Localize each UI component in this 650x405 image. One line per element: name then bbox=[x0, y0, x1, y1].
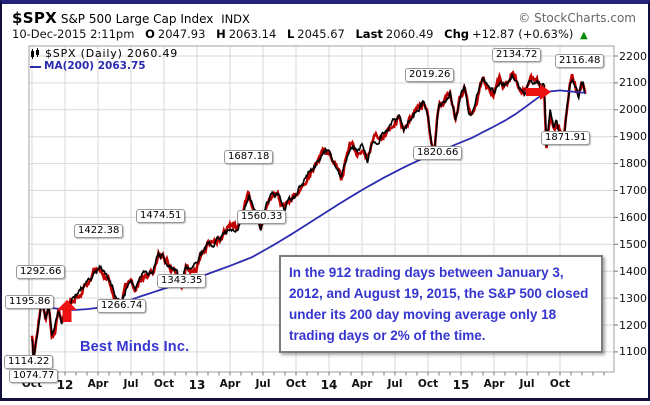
y-axis-label: 1500 bbox=[619, 237, 647, 251]
last-label: Last bbox=[355, 27, 383, 41]
quote-datetime: 10-Dec-2015 2:11pm bbox=[12, 27, 135, 41]
y-axis-label: 1100 bbox=[619, 345, 647, 359]
header-title: $SPX S&P 500 Large Cap Index INDX bbox=[12, 9, 642, 27]
low-value: 2045.67 bbox=[297, 27, 345, 41]
open-value: 2047.93 bbox=[157, 27, 206, 41]
x-axis-month-label: Jul bbox=[123, 378, 139, 390]
sharpchart-icon bbox=[31, 48, 39, 59]
candle-black-layer bbox=[31, 73, 586, 361]
high-value: 2063.14 bbox=[228, 27, 277, 41]
copyright: © StockCharts.com bbox=[518, 11, 636, 25]
axis-ticks bbox=[31, 55, 618, 376]
price-callout-label: 1422.38 bbox=[74, 224, 124, 238]
legend-price-row: $SPX (Daily) 2060.49 bbox=[30, 47, 178, 60]
x-axis-month-label: Oct bbox=[153, 378, 175, 390]
price-callout-label: 1560.33 bbox=[237, 210, 287, 224]
up-arrow-icon bbox=[57, 300, 77, 322]
y-axis-label: 2200 bbox=[619, 49, 647, 63]
y-axis-label: 2100 bbox=[619, 76, 647, 90]
price-callout-label: 1871.91 bbox=[541, 131, 591, 145]
high-label: H bbox=[216, 27, 226, 41]
last-value: 2060.49 bbox=[385, 27, 434, 41]
x-axis-year-label: 13 bbox=[188, 378, 206, 392]
legend-price-label: $SPX (Daily) 2060.49 bbox=[45, 47, 179, 60]
y-axis-label: 1600 bbox=[619, 210, 647, 224]
legend-ma-row: MA(200) 2063.75 bbox=[30, 60, 178, 73]
price-callout-label: 1266.74 bbox=[97, 299, 147, 313]
x-axis-month-label: Oct bbox=[285, 378, 307, 390]
right-arrow-icon bbox=[526, 84, 551, 100]
symbol: $SPX bbox=[12, 9, 57, 27]
x-axis-month-label: Apr bbox=[351, 378, 373, 390]
price-callout-label: 2019.26 bbox=[405, 68, 455, 82]
price-callout-label: 1820.66 bbox=[413, 146, 463, 160]
x-axis-year-label: 15 bbox=[452, 378, 470, 392]
x-axis-month-label: Jul bbox=[255, 378, 271, 390]
x-axis-month-label: Oct bbox=[417, 378, 439, 390]
price-callout-label: 1687.18 bbox=[224, 150, 274, 164]
x-axis-month-label: Apr bbox=[219, 378, 241, 390]
y-axis-label: 2000 bbox=[619, 103, 647, 117]
y-axis-label: 1300 bbox=[619, 291, 647, 305]
y-axis-label: 1200 bbox=[619, 318, 647, 332]
y-axis-label: 1800 bbox=[619, 157, 647, 171]
quote-line: 10-Dec-2015 2:11pm O 2047.93 H 2063.14 L 20… bbox=[12, 27, 588, 41]
x-axis-month-label: Oct bbox=[549, 378, 571, 390]
chg-value: +12.87 (+0.63%) bbox=[472, 27, 574, 41]
ma-line-swatch bbox=[30, 65, 41, 68]
x-axis-month-label: Apr bbox=[87, 378, 109, 390]
chg-label: Chg bbox=[444, 27, 469, 41]
y-axis-label: 1900 bbox=[619, 130, 647, 144]
x-axis-month-label: Jul bbox=[387, 378, 403, 390]
y-axis-label: 1700 bbox=[619, 184, 647, 197]
annotation-note: In the 912 trading days between January … bbox=[279, 255, 603, 353]
watermark-best-minds: Best Minds Inc. bbox=[80, 339, 190, 355]
x-axis-month-label: Jul bbox=[519, 378, 535, 390]
price-callout-label: 1343.35 bbox=[157, 274, 207, 288]
chart-legend: $SPX (Daily) 2060.49 MA(200) 2063.75 bbox=[30, 47, 178, 73]
price-callout-label: 2116.48 bbox=[555, 54, 605, 68]
legend-ma-label: MA(200) 2063.75 bbox=[44, 60, 146, 72]
index-name: S&P 500 Large Cap Index bbox=[60, 12, 214, 26]
price-callout-label: 1074.77 bbox=[9, 369, 59, 383]
open-label: O bbox=[145, 27, 155, 41]
candle-red-layer bbox=[30, 70, 587, 360]
price-callout-label: 1114.22 bbox=[4, 355, 54, 369]
price-callout-label: 1292.66 bbox=[16, 265, 66, 279]
exchange: INDX bbox=[221, 12, 250, 26]
price-callout-label: 1474.51 bbox=[136, 209, 186, 223]
y-axis-label: 1400 bbox=[619, 264, 647, 278]
x-axis-month-label: Apr bbox=[483, 378, 505, 390]
price-callout-label: 1195.86 bbox=[5, 295, 55, 309]
x-axis-year-label: 12 bbox=[56, 378, 74, 392]
change-up-icon: ▲ bbox=[580, 30, 588, 41]
x-axis-year-label: 14 bbox=[320, 378, 338, 392]
low-label: L bbox=[286, 27, 295, 41]
plot-border bbox=[28, 45, 615, 373]
price-callout-label: 2134.72 bbox=[492, 48, 542, 62]
